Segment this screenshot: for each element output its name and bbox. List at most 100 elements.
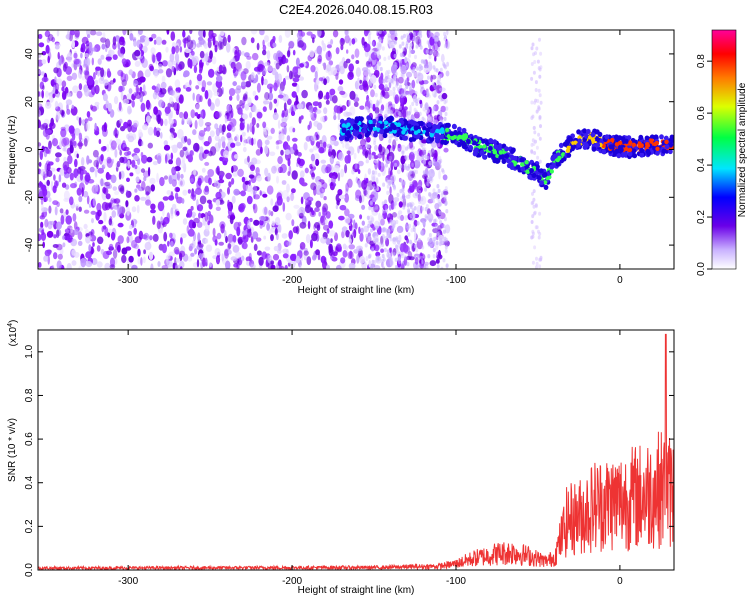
noise-speckle <box>169 127 175 133</box>
faint-speckle <box>370 228 373 233</box>
noise-speckle <box>220 136 226 143</box>
signal-band <box>632 153 638 159</box>
noise-speckle <box>154 72 159 78</box>
noise-speckle <box>235 141 242 147</box>
noise-speckle <box>176 141 183 149</box>
signal-peak <box>482 144 487 149</box>
noise-speckle <box>52 138 58 147</box>
faint-speckle <box>440 266 444 269</box>
faint-speckle <box>434 218 438 223</box>
faint-speckle <box>437 188 441 194</box>
faint-speckle <box>376 47 380 52</box>
noise-speckle <box>247 97 252 106</box>
faint-speckle <box>374 50 378 56</box>
noise-speckle <box>251 157 258 165</box>
noise-speckle <box>325 211 331 219</box>
faint-speckle <box>433 210 437 215</box>
noise-speckle <box>353 101 359 108</box>
noise-speckle <box>212 40 219 48</box>
signal-band <box>644 135 650 141</box>
noise-speckle <box>59 247 64 255</box>
x-tick-label: -200 <box>282 275 302 286</box>
noise-speckle <box>170 213 174 219</box>
noise-speckle <box>237 107 243 115</box>
noise-speckle <box>98 139 102 144</box>
noise-speckle <box>137 186 145 192</box>
noise-speckle <box>155 114 162 123</box>
y-tick-label: 20 <box>24 96 35 108</box>
noise-speckle <box>207 135 212 145</box>
noise-speckle <box>42 123 49 130</box>
noise-speckle <box>307 220 311 230</box>
noise-speckle <box>77 166 82 175</box>
faint-speckle <box>374 92 378 98</box>
colorbar-label: Normalized spectral amplitude <box>737 82 748 217</box>
noise-speckle <box>244 94 248 100</box>
noise-speckle <box>171 166 177 176</box>
faint-speckle <box>434 223 438 229</box>
noise-speckle <box>416 239 423 250</box>
noise-speckle <box>164 154 168 164</box>
noise-speckle <box>106 143 110 153</box>
noise-speckle <box>286 196 290 203</box>
faint-speckle <box>387 159 391 164</box>
faint-speckle <box>444 244 448 250</box>
faint-speckle <box>439 220 443 225</box>
noise-speckle <box>56 260 62 269</box>
noise-speckle <box>262 44 267 52</box>
signal-band <box>494 158 500 164</box>
noise-speckle <box>47 144 52 155</box>
noise-speckle <box>108 49 115 56</box>
noise-speckle <box>333 105 340 113</box>
noise-speckle <box>198 30 205 38</box>
noise-speckle <box>434 31 440 38</box>
signal-band <box>472 151 478 157</box>
noise-speckle <box>280 122 288 128</box>
noise-speckle <box>328 151 332 157</box>
faint-speckle <box>530 76 534 81</box>
noise-speckle <box>95 185 99 193</box>
faint-speckle <box>423 147 427 152</box>
faint-speckle <box>386 184 390 189</box>
noise-speckle <box>249 112 253 119</box>
faint-speckle <box>428 54 432 60</box>
noise-speckle <box>183 70 190 77</box>
faint-speckle <box>395 83 399 88</box>
noise-speckle <box>277 242 282 252</box>
noise-speckle <box>38 142 42 147</box>
signal-band <box>519 157 525 163</box>
noise-speckle <box>56 78 63 87</box>
noise-speckle <box>228 88 236 96</box>
faint-speckle <box>368 80 372 86</box>
noise-speckle <box>73 58 80 65</box>
signal-peak <box>520 162 525 167</box>
noise-speckle <box>230 142 236 148</box>
noise-speckle <box>214 135 220 142</box>
noise-speckle <box>264 145 269 155</box>
noise-speckle <box>327 50 331 58</box>
noise-speckle <box>173 102 179 111</box>
noise-speckle <box>320 116 325 122</box>
faint-speckle <box>438 210 442 216</box>
faint-speckle <box>436 184 440 189</box>
noise-speckle <box>198 38 205 45</box>
snr-ylabel: SNR (10 * v/v) <box>7 418 18 482</box>
noise-speckle <box>312 146 318 151</box>
noise-speckle <box>160 81 167 89</box>
noise-speckle <box>299 170 305 178</box>
signal-band <box>566 152 572 158</box>
noise-speckle <box>156 172 159 183</box>
signal-peak <box>435 128 440 134</box>
noise-speckle <box>60 128 67 138</box>
faint-speckle <box>438 215 442 220</box>
faint-speckle <box>435 68 439 73</box>
faint-speckle <box>409 83 413 88</box>
signal-band <box>539 180 544 186</box>
faint-speckle <box>405 40 409 46</box>
faint-speckle <box>420 65 424 71</box>
noise-speckle <box>227 202 232 209</box>
noise-speckle <box>131 240 138 249</box>
noise-speckle <box>125 189 129 198</box>
noise-speckle <box>117 244 121 253</box>
